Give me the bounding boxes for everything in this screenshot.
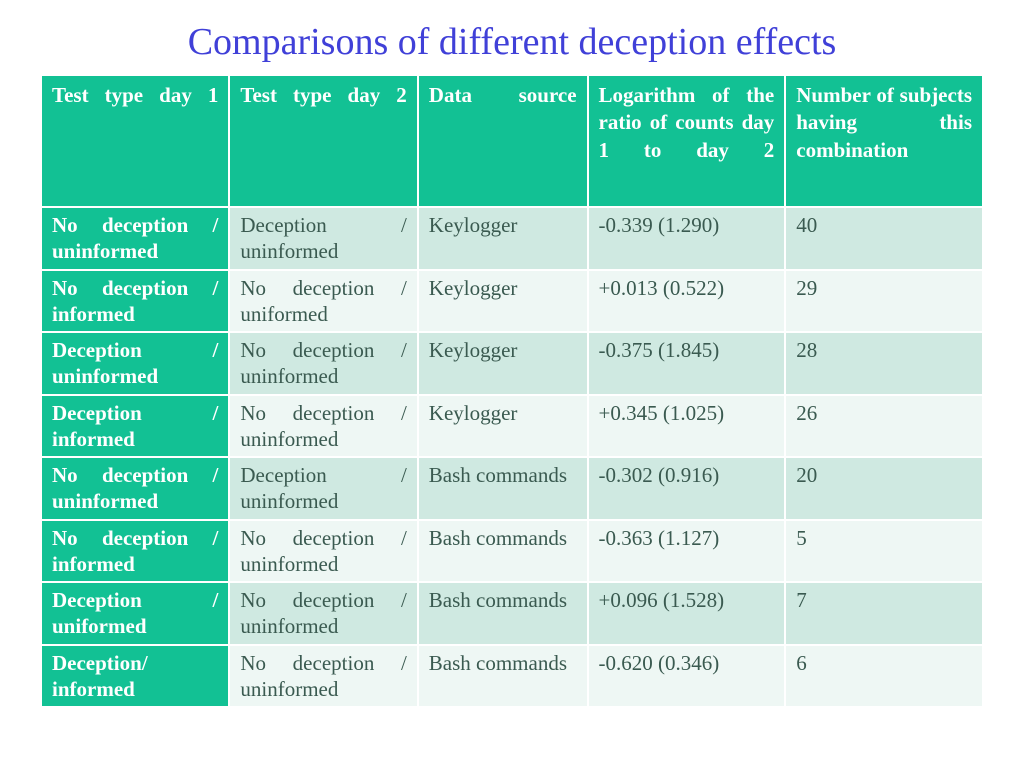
- col-header: Test type day 2: [230, 76, 416, 206]
- cell-day1: No deception / informed: [42, 521, 228, 582]
- cell-day1: Deception / uninformed: [42, 333, 228, 394]
- cell-source: Keylogger: [419, 271, 587, 332]
- cell-day1: No deception / uninformed: [42, 458, 228, 519]
- cell-ratio: +0.013 (0.522): [589, 271, 785, 332]
- cell-day2: Deception / uninformed: [230, 208, 416, 269]
- cell-day2: No deception / uninformed: [230, 583, 416, 644]
- cell-day2: No deception / uninformed: [230, 646, 416, 707]
- cell-count: 28: [786, 333, 982, 394]
- table-header-row: Test type day 1 Test type day 2 Data sou…: [42, 76, 982, 206]
- cell-source: Bash commands: [419, 458, 587, 519]
- cell-day2: No deception / uninformed: [230, 521, 416, 582]
- table-row: Deception / uninformed No deception / un…: [42, 333, 982, 394]
- cell-source: Bash commands: [419, 583, 587, 644]
- table-row: Deception / informed No deception / unin…: [42, 396, 982, 457]
- col-header: Logarithm of the ratio of counts day 1 t…: [589, 76, 785, 206]
- col-header: Data source: [419, 76, 587, 206]
- cell-count: 20: [786, 458, 982, 519]
- cell-day2: Deception / uninformed: [230, 458, 416, 519]
- cell-ratio: -0.339 (1.290): [589, 208, 785, 269]
- cell-day2: No deception / uniformed: [230, 271, 416, 332]
- table-row: Deception / uniformed No deception / uni…: [42, 583, 982, 644]
- cell-count: 5: [786, 521, 982, 582]
- cell-day2: No deception / uninformed: [230, 333, 416, 394]
- cell-day1: Deception / uniformed: [42, 583, 228, 644]
- cell-source: Bash commands: [419, 646, 587, 707]
- table-row: No deception / informed No deception / u…: [42, 521, 982, 582]
- cell-source: Keylogger: [419, 333, 587, 394]
- cell-day1: Deception/ informed: [42, 646, 228, 707]
- cell-day1: Deception / informed: [42, 396, 228, 457]
- col-header: Number of subjects having this combinati…: [786, 76, 982, 206]
- cell-count: 40: [786, 208, 982, 269]
- cell-day2: No deception / uninformed: [230, 396, 416, 457]
- cell-count: 29: [786, 271, 982, 332]
- cell-ratio: +0.096 (1.528): [589, 583, 785, 644]
- comparison-table: Test type day 1 Test type day 2 Data sou…: [40, 74, 984, 708]
- cell-ratio: -0.620 (0.346): [589, 646, 785, 707]
- cell-source: Keylogger: [419, 208, 587, 269]
- page-title: Comparisons of different deception effec…: [40, 20, 984, 64]
- cell-day1: No deception / uninformed: [42, 208, 228, 269]
- table-row: Deception/ informed No deception / uninf…: [42, 646, 982, 707]
- table-row: No deception / uninformed Deception / un…: [42, 458, 982, 519]
- cell-count: 7: [786, 583, 982, 644]
- cell-day1: No deception / informed: [42, 271, 228, 332]
- table-row: No deception / uninformed Deception / un…: [42, 208, 982, 269]
- cell-ratio: -0.375 (1.845): [589, 333, 785, 394]
- table-row: No deception / informed No deception / u…: [42, 271, 982, 332]
- cell-source: Bash commands: [419, 521, 587, 582]
- cell-ratio: -0.363 (1.127): [589, 521, 785, 582]
- cell-count: 6: [786, 646, 982, 707]
- cell-source: Keylogger: [419, 396, 587, 457]
- cell-count: 26: [786, 396, 982, 457]
- cell-ratio: +0.345 (1.025): [589, 396, 785, 457]
- slide: Comparisons of different deception effec…: [0, 0, 1024, 768]
- cell-ratio: -0.302 (0.916): [589, 458, 785, 519]
- col-header: Test type day 1: [42, 76, 228, 206]
